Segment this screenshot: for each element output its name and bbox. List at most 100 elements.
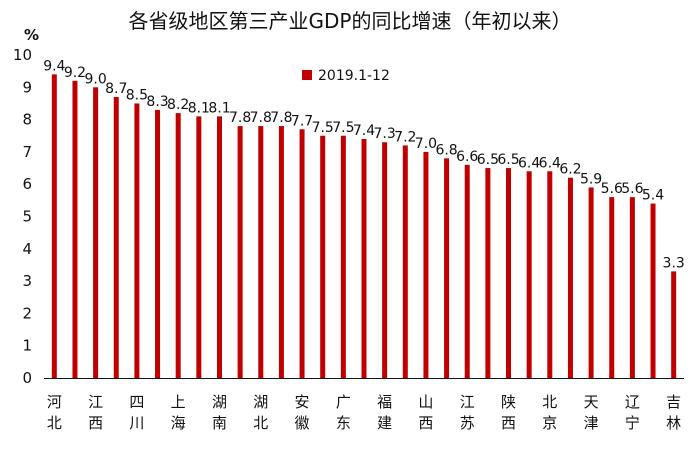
bar xyxy=(444,158,450,378)
bar-series xyxy=(51,74,677,379)
x-category-label: 陕 xyxy=(501,393,516,411)
bar xyxy=(382,142,388,378)
y-tick-label: 1 xyxy=(22,337,32,355)
data-label: 7.8 xyxy=(229,110,251,126)
x-category-label: 辽 xyxy=(625,393,640,411)
x-category-label: 苏 xyxy=(460,414,475,432)
x-category-label: 海 xyxy=(171,414,186,432)
x-category-label: 湖 xyxy=(253,393,268,411)
bar xyxy=(671,271,677,378)
y-axis-ticks: 0 1 2 3 4 5 6 7 8 9 10 xyxy=(13,46,32,387)
data-label: 7.7 xyxy=(291,113,313,129)
data-label: 3.3 xyxy=(663,255,685,271)
bar xyxy=(320,135,326,378)
x-category-label: 林 xyxy=(666,414,681,432)
x-category-label: 福 xyxy=(377,393,392,411)
chart-title: 各省级地区第三产业GDP的同比增速（年初以来） xyxy=(129,9,572,33)
x-category-label: 湖 xyxy=(212,393,227,411)
x-category-label: 吉 xyxy=(666,393,681,411)
bar xyxy=(506,168,512,378)
chart-legend: 2019.1-12 xyxy=(302,68,390,84)
bar xyxy=(155,109,161,378)
data-label: 7.8 xyxy=(250,110,272,126)
data-label: 7.5 xyxy=(312,120,334,136)
bar xyxy=(629,197,635,378)
legend-label: 2019.1-12 xyxy=(318,68,390,84)
data-label: 5.6 xyxy=(621,181,643,197)
data-label: 7.2 xyxy=(394,129,416,145)
y-tick-label: 7 xyxy=(22,143,32,161)
data-label: 6.6 xyxy=(456,149,478,165)
bar xyxy=(134,103,140,378)
x-category-label: 天 xyxy=(584,393,599,411)
bar xyxy=(278,126,284,378)
data-label: 6.5 xyxy=(477,152,499,168)
bar xyxy=(423,151,429,378)
data-label: 9.0 xyxy=(84,71,106,87)
bar xyxy=(567,177,573,378)
data-label: 8.1 xyxy=(188,100,210,116)
data-label: 7.5 xyxy=(332,120,354,136)
data-label: 7.8 xyxy=(270,110,292,126)
x-category-label: 四 xyxy=(129,393,144,411)
x-category-label: 山 xyxy=(418,393,433,411)
data-label: 7.0 xyxy=(415,136,437,152)
bar xyxy=(485,168,491,378)
bar xyxy=(526,171,532,378)
data-label: 8.5 xyxy=(126,87,148,103)
bar xyxy=(588,187,594,378)
bar xyxy=(609,197,615,378)
data-label: 8.7 xyxy=(105,81,127,97)
x-category-label: 建 xyxy=(377,414,392,432)
bar xyxy=(237,126,243,378)
y-tick-label: 0 xyxy=(22,369,32,387)
x-category-label: 广 xyxy=(336,393,351,411)
bar xyxy=(464,164,470,378)
data-label: 9.2 xyxy=(64,65,86,81)
data-label: 7.3 xyxy=(374,126,396,142)
data-label: 6.5 xyxy=(497,152,519,168)
bar xyxy=(361,138,367,378)
x-category-label: 东 xyxy=(336,414,351,432)
x-category-label: 北 xyxy=(47,414,62,432)
x-category-label: 川 xyxy=(129,414,144,432)
data-label: 5.4 xyxy=(642,188,664,204)
bar xyxy=(216,116,222,379)
bar xyxy=(547,171,553,378)
x-category-label: 京 xyxy=(542,414,557,432)
legend-swatch xyxy=(302,70,312,80)
data-label: 6.4 xyxy=(539,155,561,171)
x-category-label: 北 xyxy=(542,393,557,411)
y-axis-unit-label: % xyxy=(24,26,39,44)
x-category-label: 安 xyxy=(295,393,310,411)
x-category-label: 河 xyxy=(47,393,62,411)
data-label: 9.4 xyxy=(43,58,65,74)
data-label: 8.2 xyxy=(167,97,189,113)
bar xyxy=(299,129,305,378)
bar xyxy=(340,135,346,378)
y-tick-label: 4 xyxy=(22,240,32,258)
y-tick-label: 5 xyxy=(22,208,32,226)
bar xyxy=(650,203,656,378)
x-category-label: 西 xyxy=(418,414,433,432)
data-label: 6.8 xyxy=(435,142,457,158)
x-category-label: 北 xyxy=(253,414,268,432)
x-category-label: 西 xyxy=(88,414,103,432)
data-label: 6.4 xyxy=(518,155,540,171)
bar xyxy=(51,74,57,378)
data-label: 6.2 xyxy=(559,162,581,178)
data-label: 7.4 xyxy=(353,123,375,139)
data-labels: 9.49.29.08.78.58.38.28.18.17.87.87.87.77… xyxy=(43,58,685,271)
bar xyxy=(402,145,408,378)
x-category-label: 西 xyxy=(501,414,516,432)
y-tick-label: 10 xyxy=(13,46,32,64)
data-label: 8.3 xyxy=(146,94,168,110)
y-tick-label: 3 xyxy=(22,272,32,290)
bar xyxy=(196,116,202,379)
x-category-label: 江 xyxy=(460,393,475,411)
data-label: 5.9 xyxy=(580,171,602,187)
data-label: 5.6 xyxy=(601,181,623,197)
x-category-label: 徽 xyxy=(295,414,310,432)
